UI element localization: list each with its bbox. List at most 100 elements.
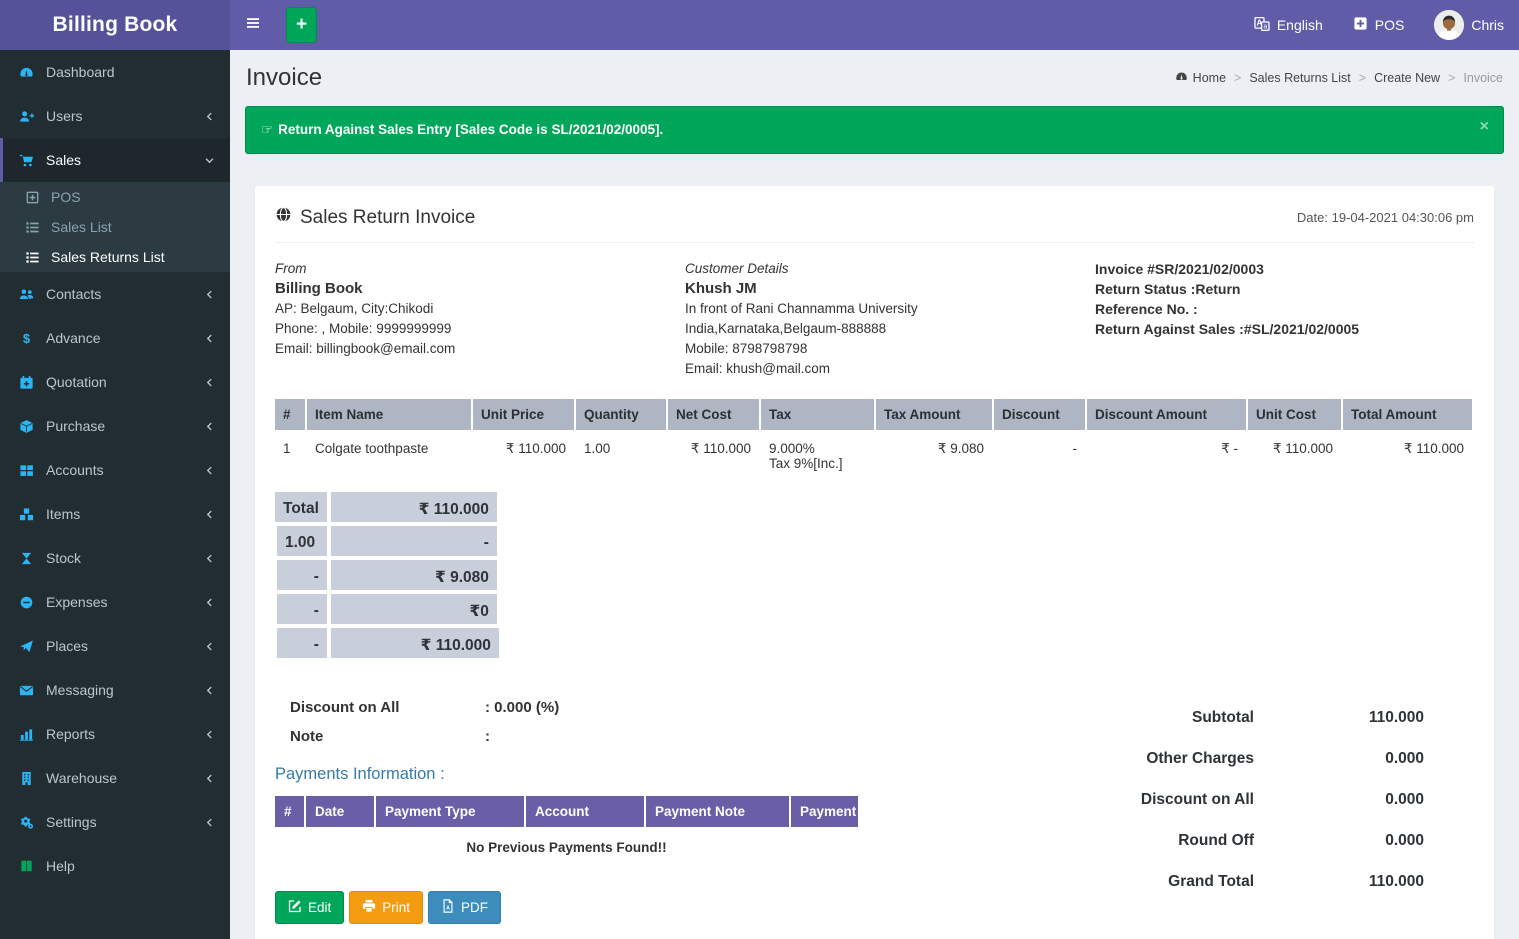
breadcrumb-home[interactable]: Home xyxy=(1175,70,1226,86)
sidebar-toggle-button[interactable] xyxy=(230,0,276,50)
building-icon xyxy=(18,771,35,786)
breadcrumb-separator: > xyxy=(1448,71,1456,85)
return-status: Return Status :Return xyxy=(1095,281,1241,297)
edit-button[interactable]: Edit xyxy=(275,891,345,924)
total-tax: - xyxy=(275,558,329,592)
reference-no: Reference No. : xyxy=(1095,301,1198,317)
total-unit-price: ₹ 110.000 xyxy=(328,490,499,524)
chevron-left-icon xyxy=(204,289,215,300)
payments-header-row: # Date Payment Type Account Payment Note… xyxy=(275,796,858,829)
sidebar-item-warehouse[interactable]: Warehouse xyxy=(0,756,230,800)
from-phone: Phone: , Mobile: 9999999999 xyxy=(275,321,452,336)
sidebar-item-advance[interactable]: $ Advance xyxy=(0,316,230,360)
sidebar-item-label: Contacts xyxy=(46,286,102,302)
quick-add-button[interactable]: + xyxy=(286,7,317,43)
print-icon xyxy=(362,899,376,916)
sidebar-item-users[interactable]: Users xyxy=(0,94,230,138)
grid-icon xyxy=(18,463,35,478)
pos-shortcut[interactable]: POS xyxy=(1338,0,1420,50)
page-title: Invoice xyxy=(246,64,323,91)
from-block: From Billing Book AP: Belgaum, City:Chik… xyxy=(275,259,685,379)
col-discount: Discount xyxy=(992,399,1087,432)
breadcrumb-separator: > xyxy=(1234,71,1242,85)
discount-note-block: Discount on All : 0.000 (%) Note : xyxy=(290,699,915,745)
sidebar-item-label: Dashboard xyxy=(46,64,115,80)
cell-tax-amount: ₹ 9.080 xyxy=(874,430,994,490)
language-label: English xyxy=(1276,17,1323,33)
tax-percent: 9.000% xyxy=(769,441,815,456)
table-row: 1 Colgate toothpaste ₹ 110.000 1.00 ₹ 11… xyxy=(275,430,1472,490)
print-button-label: Print xyxy=(382,900,411,915)
items-table-header-row: # Item Name Unit Price Quantity Net Cost… xyxy=(275,399,1472,432)
sidebar-item-stock[interactable]: Stock xyxy=(0,536,230,580)
print-button[interactable]: Print xyxy=(349,891,424,924)
round-off-label: Round Off xyxy=(1178,832,1254,849)
customer-address-line1: In front of Rani Channamma University xyxy=(685,301,918,316)
from-address: AP: Belgaum, City:Chikodi xyxy=(275,301,434,316)
edit-icon xyxy=(288,899,302,916)
total-tax-amount: ₹ 9.080 xyxy=(328,558,499,592)
sidebar-subitem-pos[interactable]: POS xyxy=(0,182,230,212)
sidebar-item-items[interactable]: Items xyxy=(0,492,230,536)
user-menu[interactable]: Chris xyxy=(1419,0,1519,50)
sidebar-item-label: Expenses xyxy=(46,594,108,610)
totals-row-other-charges: Other Charges 0.000 xyxy=(1074,750,1424,768)
svg-text:$: $ xyxy=(23,331,31,346)
sidebar-item-sales[interactable]: Sales xyxy=(0,138,230,182)
plus-square-icon xyxy=(24,190,41,205)
invoice-lower-left: Discount on All : 0.000 (%) Note : Payme… xyxy=(275,683,915,924)
cell-sn: 1 xyxy=(275,430,307,490)
grand-total-value: 110.000 xyxy=(1368,873,1424,890)
customer-address-line2: India,Karnataka,Belgaum-888888 xyxy=(685,321,887,336)
sidebar-item-places[interactable]: Places xyxy=(0,624,230,668)
total-unit-cost: - xyxy=(275,626,329,660)
subtotal-value: 110.000 xyxy=(1368,709,1424,726)
sidebar-item-quotation[interactable]: Quotation xyxy=(0,360,230,404)
customer-mobile: Mobile: 8798798798 xyxy=(685,341,808,356)
book-icon xyxy=(18,859,35,874)
cell-total-amount: ₹ 110.000 xyxy=(1341,430,1472,490)
plus-square-icon xyxy=(1353,16,1368,34)
list-icon xyxy=(24,250,41,265)
sidebar-item-settings[interactable]: Settings xyxy=(0,800,230,844)
sidebar-item-label: Purchase xyxy=(46,418,106,434)
totals-row-discount-on-all: Discount on All 0.000 xyxy=(1074,791,1424,809)
invoice-totals: Subtotal 110.000 Other Charges 0.000 Dis… xyxy=(1074,683,1474,924)
sidebar-item-label: Advance xyxy=(46,330,101,346)
sidebar-subitem-sales-list[interactable]: Sales List xyxy=(0,212,230,242)
sidebar-item-contacts[interactable]: Contacts xyxy=(0,272,230,316)
paper-plane-icon xyxy=(18,639,35,654)
breadcrumb-sales-returns-list[interactable]: Sales Returns List xyxy=(1249,71,1351,85)
sidebar-item-purchase[interactable]: Purchase xyxy=(0,404,230,448)
chevron-left-icon xyxy=(204,817,215,828)
home-icon xyxy=(1175,70,1188,86)
close-icon[interactable]: × xyxy=(1479,118,1489,135)
sidebar-item-help[interactable]: Help xyxy=(0,844,230,888)
chevron-left-icon xyxy=(204,509,215,520)
from-heading: From xyxy=(275,261,307,276)
note-value: : xyxy=(485,728,490,745)
chevron-left-icon xyxy=(204,421,215,432)
breadcrumb-create-new[interactable]: Create New xyxy=(1374,71,1441,85)
brand-logo[interactable]: Billing Book xyxy=(0,0,230,50)
hamburger-icon xyxy=(245,15,261,36)
sidebar-subitem-sales-returns-list[interactable]: Sales Returns List xyxy=(0,242,230,272)
pdf-button[interactable]: A PDF xyxy=(428,891,502,924)
sidebar-item-label: Items xyxy=(46,506,81,522)
from-email: Email: billingbook@email.com xyxy=(275,341,456,356)
cell-unit-price: ₹ 110.000 xyxy=(471,430,576,490)
customer-email: Email: khush@mail.com xyxy=(685,361,830,376)
sidebar-item-dashboard[interactable]: Dashboard xyxy=(0,50,230,94)
sidebar-item-expenses[interactable]: Expenses xyxy=(0,580,230,624)
sidebar-item-reports[interactable]: Reports xyxy=(0,712,230,756)
sidebar-item-accounts[interactable]: Accounts xyxy=(0,448,230,492)
globe-icon xyxy=(275,206,292,229)
grand-total-label: Grand Total xyxy=(1168,873,1254,890)
svg-text:a: a xyxy=(1263,23,1267,30)
sidebar-item-messaging[interactable]: Messaging xyxy=(0,668,230,712)
chevron-left-icon xyxy=(204,729,215,740)
total-discount-amount: ₹0 xyxy=(328,592,499,626)
